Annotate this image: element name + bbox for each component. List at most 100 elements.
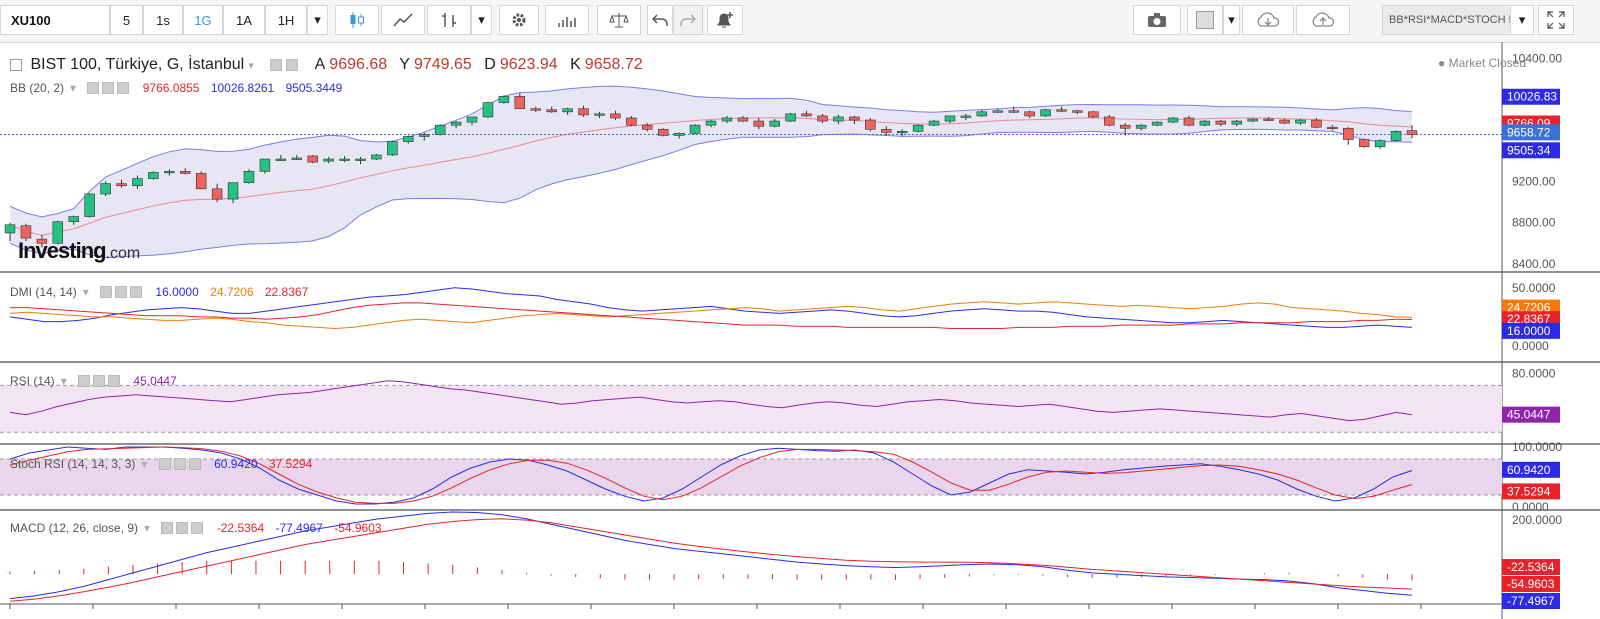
chart-area[interactable]: 10400.00 9200.00 8800.00 8400.00 10026.83 976… [0,42,1600,619]
eye-icon[interactable] [100,286,113,298]
interval-1s[interactable]: 1s [143,5,183,35]
saved-indicators-select[interactable]: BB*RSI*MACD*STOCH RSI... [1382,5,1528,35]
chevron-down-icon[interactable]: ▾ [141,457,148,471]
undo-icon [652,14,668,26]
macd-hist-axis-tag-bg [1502,559,1560,575]
color-dropdown-button[interactable]: ▾ [1223,5,1240,35]
stoch-rsi-legend-name: Stoch RSI (14, 14, 3, 3) [10,457,136,471]
interval-1h[interactable]: 1H [265,5,307,35]
snapshot-button[interactable] [1133,5,1181,35]
candle [291,157,303,160]
chevron-down-icon[interactable]: ▾ [70,81,77,95]
settings-button[interactable] [499,5,539,35]
chevron-down-icon[interactable]: ▾ [82,285,89,299]
interval-1a[interactable]: 1A [223,5,265,35]
eye-icon[interactable] [78,375,91,387]
macd-line [9,511,1413,600]
close-icon[interactable] [188,458,201,470]
gear-icon[interactable] [286,59,299,71]
candle [992,110,1004,113]
candle [1374,140,1386,148]
gear-icon[interactable] [176,522,189,534]
load-chart-button[interactable] [1242,5,1294,35]
eye-icon[interactable] [158,458,171,470]
macd-line-value: -77.4967 [275,521,323,535]
candle [466,116,478,123]
candle [1406,130,1418,135]
close-icon[interactable] [130,286,143,298]
candle [657,128,669,136]
last-price-axis-tag-bg [1502,124,1560,141]
candle [928,120,940,126]
logo-text: Investing [18,238,107,263]
bb-lower-line [9,128,1413,259]
bb-middle-line [9,117,1413,236]
undo-button[interactable] [647,5,673,35]
candle [1088,111,1099,118]
dmi-legend-name: DMI (14, 14) [10,285,77,299]
interval-5[interactable]: 5 [110,5,143,35]
candle [1263,118,1274,121]
high-label: Y [399,56,410,73]
save-chart-button[interactable] [1296,5,1350,35]
candle [84,193,95,217]
eye-icon[interactable] [270,59,283,71]
symbol-input[interactable] [0,5,110,35]
alert-button[interactable] [707,5,743,35]
stoch-rsi-legend: Stoch RSI (14, 14, 3, 3) ▾ 60.9420 37.529… [10,457,320,471]
fullscreen-button[interactable] [1538,5,1574,35]
candle [1295,119,1306,124]
eye-icon[interactable] [161,522,174,534]
saved-indicators-label: BB*RSI*MACD*STOCH RSI... [1389,14,1528,26]
dmi-adx-axis-tag: 22.8367 [1507,312,1551,326]
candle [195,173,207,190]
compare-scale-button[interactable] [597,5,641,35]
interval-dropdown-button[interactable]: ▾ [307,5,328,35]
candle [1167,117,1179,123]
chart-toolbar: 5 1s 1G 1A 1H ▾ ▾ ▾ BB*RSI*MACD*STOCH RS… [0,0,1600,43]
candle [1119,124,1131,129]
candle [689,124,701,134]
logo-suffix: .com [105,245,141,262]
indicators-dropdown-button[interactable]: ▾ [1510,5,1534,35]
gear-icon[interactable] [173,458,186,470]
indicators-button[interactable] [381,5,425,35]
candle [865,119,876,130]
collapse-icon[interactable] [10,59,22,71]
candle [371,154,382,160]
rsi-axis-tag: 45.0447 [1507,408,1551,422]
close-icon[interactable] [117,82,130,94]
eye-icon[interactable] [87,82,100,94]
candle [1247,118,1258,122]
close-label: K [570,56,581,73]
candles-style-button[interactable] [335,5,379,35]
gear-icon[interactable] [115,286,128,298]
candle [705,120,717,126]
candle [1358,139,1370,148]
macd-line-axis-tag: -77.4967 [1507,594,1555,608]
candle [1040,109,1051,117]
candle [100,183,111,195]
chevron-down-icon[interactable]: ▾ [144,521,151,535]
chevron-down-icon: ▾ [1228,12,1235,27]
close-icon[interactable] [191,522,204,534]
style-dropdown-button[interactable]: ▾ [471,5,492,35]
chevron-down-icon[interactable]: ▾ [248,60,254,72]
studies-button[interactable] [545,5,589,35]
stoch-d-axis-tag: 37.5294 [1507,484,1551,498]
candle [418,134,430,137]
candle [642,124,653,130]
candle [594,113,605,116]
rsi-axis-tag-bg [1502,406,1560,423]
compare-button[interactable] [427,5,471,35]
close-value: 9658.72 [584,56,643,73]
gear-icon[interactable] [93,375,106,387]
rsi-legend-name: RSI (14) [10,374,55,388]
gear-icon[interactable] [102,82,115,94]
color-button[interactable] [1187,5,1223,35]
close-icon[interactable] [108,375,121,387]
interval-1g[interactable]: 1G [183,5,223,35]
chevron-down-icon[interactable]: ▾ [60,374,67,388]
redo-button[interactable] [673,5,703,35]
bb-upper-line [9,85,1413,218]
